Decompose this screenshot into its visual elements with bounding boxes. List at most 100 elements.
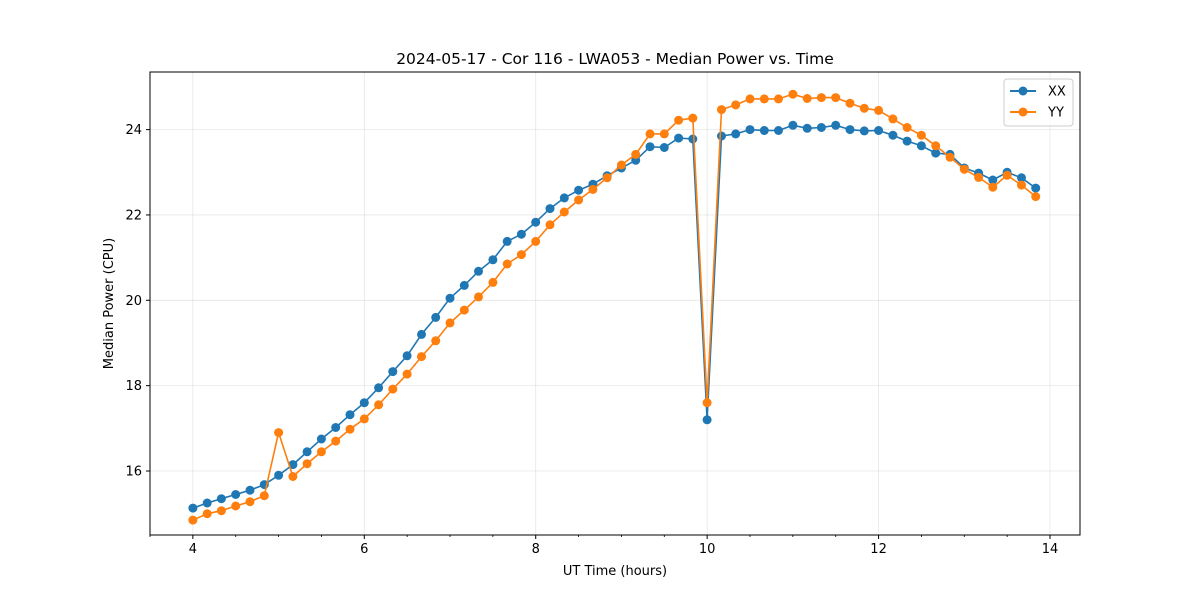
data-point-xx (702, 415, 712, 425)
data-point-yy (1017, 180, 1026, 190)
data-point-xx (859, 126, 869, 136)
data-point-yy (331, 436, 341, 446)
x-tick-label: 12 (870, 542, 887, 557)
data-point-yy (288, 472, 298, 481)
data-point-xx (559, 193, 569, 203)
data-point-xx (202, 498, 212, 508)
data-point-yy (659, 129, 669, 139)
tick-layer: 4 6 8 10 12 14 16 18 20 22 24 (125, 123, 1058, 557)
data-point-yy (516, 250, 526, 260)
data-point-yy (959, 164, 969, 174)
data-point-yy (445, 318, 455, 328)
data-point-yy (302, 459, 312, 469)
y-tick-label: 18 (125, 379, 142, 394)
data-point-yy (831, 93, 841, 103)
data-point-yy (1031, 192, 1041, 202)
data-point-yy (359, 414, 369, 424)
data-point-xx (674, 133, 684, 143)
data-point-yy (531, 236, 541, 246)
data-point-xx (831, 120, 841, 130)
data-point-xx (245, 485, 255, 495)
data-point-xx (502, 236, 512, 246)
data-point-yy (702, 398, 712, 408)
data-point-yy (945, 152, 955, 162)
data-point-yy (402, 369, 412, 379)
data-point-yy (374, 400, 384, 410)
data-point-xx (474, 266, 483, 276)
data-point-yy (431, 336, 441, 346)
data-point-xx (188, 503, 198, 513)
data-point-xx (316, 434, 326, 444)
legend-label-xx: XX (1048, 85, 1066, 100)
data-point-xx (374, 383, 384, 393)
data-point-xx (274, 470, 284, 480)
data-point-yy (874, 105, 884, 115)
series-layer (188, 89, 1041, 525)
x-tick-label: 6 (360, 542, 368, 557)
y-tick-label: 16 (125, 464, 142, 479)
data-point-yy (888, 114, 898, 124)
data-point-yy (902, 123, 912, 132)
x-tick-label: 8 (532, 542, 540, 557)
data-point-xx (516, 229, 526, 239)
data-point-yy (188, 515, 198, 525)
series-xx (188, 120, 1041, 513)
y-tick-label: 20 (125, 294, 142, 309)
data-point-xx (845, 125, 855, 135)
data-point-yy (559, 207, 569, 217)
data-point-xx (774, 126, 783, 135)
series-yy (188, 89, 1041, 525)
data-point-xx (902, 136, 912, 146)
data-point-xx (688, 134, 698, 144)
legend-marker-yy (1018, 107, 1028, 117)
data-point-yy (545, 220, 555, 230)
y-tick-label: 24 (125, 123, 142, 138)
data-point-xx (816, 123, 826, 132)
data-point-yy (731, 100, 741, 110)
data-point-xx (417, 329, 426, 339)
data-point-xx (531, 217, 541, 227)
data-point-xx (216, 494, 226, 504)
data-point-xx (231, 490, 241, 499)
data-point-yy (931, 141, 941, 151)
data-point-xx (388, 367, 398, 377)
data-point-yy (616, 160, 626, 170)
data-point-yy (788, 89, 798, 99)
data-point-xx (717, 131, 726, 141)
data-point-yy (802, 94, 812, 103)
data-point-yy (974, 172, 984, 182)
data-point-yy (216, 506, 226, 516)
data-point-xx (874, 126, 884, 135)
data-point-yy (316, 447, 326, 457)
data-point-yy (916, 130, 926, 140)
data-point-xx (302, 447, 312, 457)
data-point-xx (745, 125, 755, 135)
data-point-yy (631, 149, 641, 159)
data-point-xx (488, 255, 498, 265)
x-tick-label: 4 (189, 542, 197, 557)
data-point-xx (1017, 173, 1026, 183)
data-point-yy (759, 94, 769, 104)
data-point-yy (231, 501, 241, 511)
data-point-yy (774, 94, 783, 104)
data-point-yy (745, 94, 755, 104)
legend: XX YY (1003, 78, 1074, 127)
data-point-yy (502, 259, 512, 269)
x-tick-label: 10 (699, 542, 716, 557)
data-point-yy (602, 173, 612, 183)
legend-marker-xx (1018, 86, 1028, 96)
plot-frame (149, 71, 1081, 536)
data-point-xx (802, 123, 812, 133)
data-point-xx (931, 148, 941, 158)
data-point-yy (588, 184, 598, 194)
data-point-yy (459, 305, 469, 315)
data-point-yy (845, 98, 855, 108)
y-axis-label: Median Power (CPU) (102, 238, 117, 369)
data-point-xx (359, 398, 369, 408)
data-point-xx (988, 175, 998, 185)
grid-layer (150, 72, 1080, 535)
data-point-xx (459, 280, 469, 290)
data-point-xx (1031, 183, 1041, 193)
data-point-yy (259, 491, 269, 501)
